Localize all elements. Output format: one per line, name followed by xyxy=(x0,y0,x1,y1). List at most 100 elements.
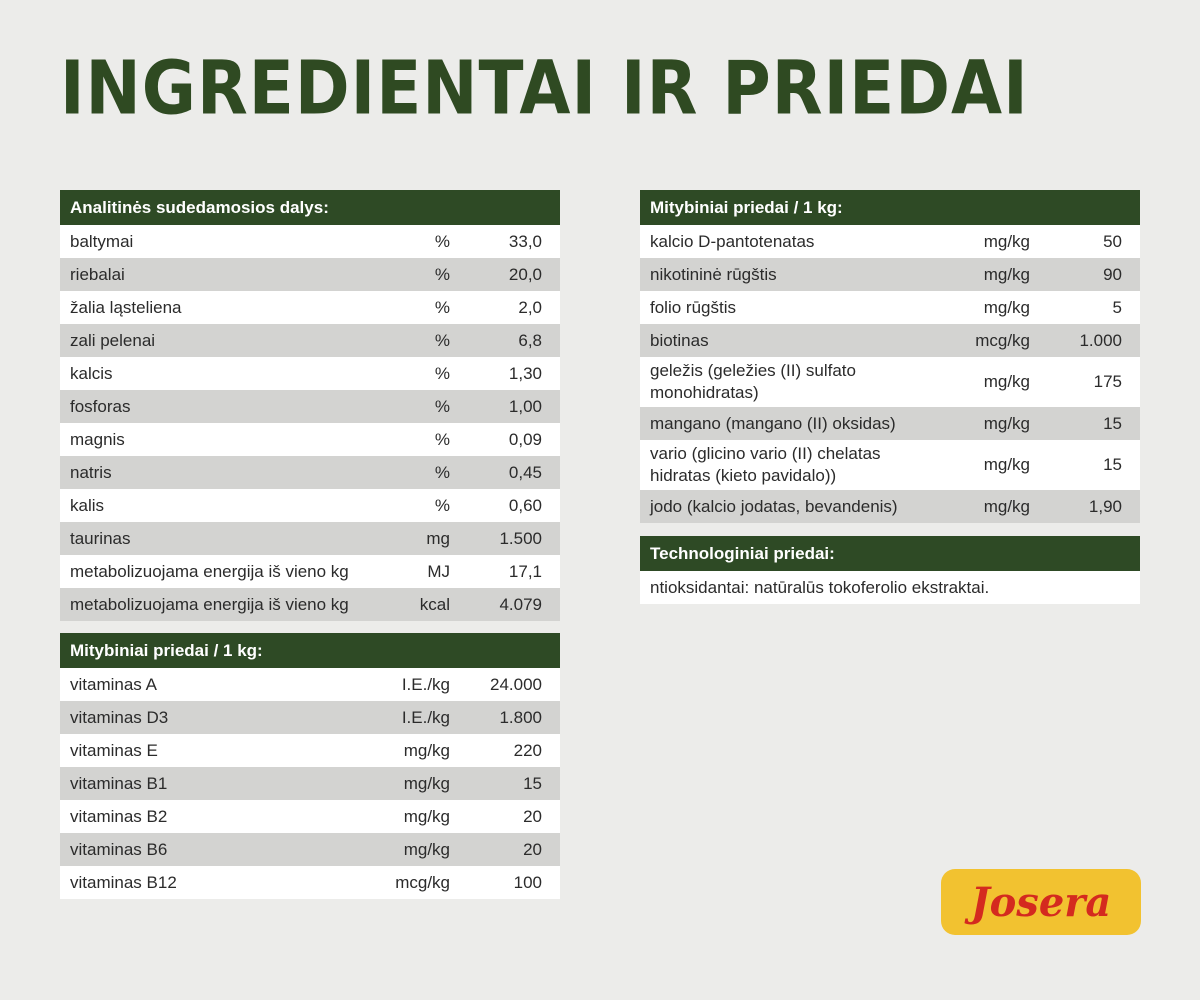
row-name: kalcis xyxy=(70,363,113,383)
row-name: jodo (kalcio jodatas, bevandenis) xyxy=(650,496,898,516)
row-name: geležis (geležies (II) sulfato monohidra… xyxy=(650,361,856,402)
vitamins-rows: vitaminas A I.E./kg 24.000 vitaminas D3 I.E.… xyxy=(60,668,560,899)
row-value: 90 xyxy=(1103,264,1122,284)
technological-table: Technologiniai priedai: ntioksidantai: n… xyxy=(640,536,1140,604)
table-row: vitaminas A I.E./kg 24.000 xyxy=(60,668,560,701)
row-name: vitaminas B6 xyxy=(70,839,168,859)
row-value: 2,0 xyxy=(518,297,542,317)
page-title: INGREDIENTAI IR PRIEDAI xyxy=(60,45,1029,132)
table-row: vitaminas D3 I.E./kg 1.800 xyxy=(60,701,560,734)
row-name: fosforas xyxy=(70,396,131,416)
table-row: jodo (kalcio jodatas, bevandenis) mg/kg 1,… xyxy=(640,490,1140,523)
row-unit: mg/kg xyxy=(983,231,1030,251)
row-value: 6,8 xyxy=(518,330,542,350)
row-unit: % xyxy=(434,429,450,449)
row-value: 4.079 xyxy=(499,594,542,614)
row-name: nikotininė rūgštis xyxy=(650,264,777,284)
row-unit: mg/kg xyxy=(403,806,450,826)
row-value: 15 xyxy=(1103,455,1122,474)
row-name: metabolizuojama energija iš vieno kg xyxy=(70,561,349,581)
row-unit: % xyxy=(434,495,450,515)
table-row: metabolizuojama energija iš vieno kg kcal… xyxy=(60,588,560,621)
row-name: baltymai xyxy=(70,231,134,251)
table-row: fosforas% 1,00 xyxy=(60,390,560,423)
table-row: taurinas mg 1.500 xyxy=(60,522,560,555)
row-name: vitaminas D3 xyxy=(70,707,169,727)
row-value: 20,0 xyxy=(508,264,542,284)
row-unit: mg/kg xyxy=(403,773,450,793)
additives-heading: Mitybiniai priedai / 1 kg: xyxy=(640,190,1140,225)
row-unit: I.E./kg xyxy=(401,707,450,727)
row-name: folio rūgštis xyxy=(650,297,736,317)
analytic-heading: Analitinės sudedamosios dalys: xyxy=(60,190,560,225)
table-row: kalcio D-pantotenatas mg/kg 50 xyxy=(640,225,1140,258)
row-value: 100 xyxy=(513,872,542,892)
row-value: 1,30 xyxy=(508,363,542,383)
row-value: 50 xyxy=(1103,231,1122,251)
table-row: metabolizuojama energija iš vieno kg MJ 17… xyxy=(60,555,560,588)
row-value: 15 xyxy=(1103,413,1122,433)
table-row: zali pelenai% 6,8 xyxy=(60,324,560,357)
technological-text-content: ntioksidantai: natūralūs tokoferolio eks… xyxy=(650,578,990,597)
analytic-rows: baltymai% 33,0 riebalai% 20,0 žalia ląstelie… xyxy=(60,225,560,621)
row-unit: % xyxy=(434,264,450,284)
table-row: vitaminas B12 mcg/kg 100 xyxy=(60,866,560,899)
row-value: 0,60 xyxy=(508,495,542,515)
row-unit: mg/kg xyxy=(983,264,1030,284)
row-unit: % xyxy=(434,231,450,251)
row-name: natris xyxy=(70,462,112,482)
row-value: 20 xyxy=(523,839,542,859)
row-unit: mg/kg xyxy=(983,297,1030,317)
table-row: natris% 0,45 xyxy=(60,456,560,489)
row-name: taurinas xyxy=(70,528,131,548)
row-name: magnis xyxy=(70,429,125,449)
row-unit: mg xyxy=(426,528,450,548)
row-value: 24.000 xyxy=(490,674,542,694)
row-name: kalis xyxy=(70,495,105,515)
table-row: žalia ląsteliena% 2,0 xyxy=(60,291,560,324)
row-unit: MJ xyxy=(427,561,450,581)
row-unit: mg/kg xyxy=(983,496,1030,516)
row-value: 0,45 xyxy=(508,462,542,482)
row-name: riebalai xyxy=(70,264,125,284)
row-value: 0,09 xyxy=(508,429,542,449)
additives-table: Mitybiniai priedai / 1 kg: kalcio D-pant… xyxy=(640,190,1140,523)
table-row: vitaminas B2 mg/kg 20 xyxy=(60,800,560,833)
table-row: kalcis% 1,30 xyxy=(60,357,560,390)
row-name: vitaminas B2 xyxy=(70,806,168,826)
vitamins-heading: Mitybiniai priedai / 1 kg: xyxy=(60,633,560,668)
logo-text: Josera xyxy=(970,878,1112,926)
technological-text: ntioksidantai: natūralūs tokoferolio eks… xyxy=(640,571,1140,604)
josera-logo: Josera xyxy=(941,869,1141,935)
table-row: vitaminas E mg/kg 220 xyxy=(60,734,560,767)
analytic-table: Analitinės sudedamosios dalys: baltymai%… xyxy=(60,190,560,621)
row-unit: % xyxy=(434,363,450,383)
row-unit: % xyxy=(434,330,450,350)
table-row: vitaminas B1 mg/kg 15 xyxy=(60,767,560,800)
row-name: vario (glicino vario (II) chelatas hidra… xyxy=(650,444,881,485)
additives-rows: kalcio D-pantotenatas mg/kg 50 nikotininė r… xyxy=(640,225,1140,523)
row-name: vitaminas A xyxy=(70,674,157,694)
row-name: metabolizuojama energija iš vieno kg xyxy=(70,594,349,614)
row-name: vitaminas B12 xyxy=(70,872,177,892)
row-value: 1.000 xyxy=(1079,330,1122,350)
table-row: nikotininė rūgštis mg/kg 90 xyxy=(640,258,1140,291)
row-name: kalcio D-pantotenatas xyxy=(650,231,815,251)
row-unit: % xyxy=(434,462,450,482)
row-value: 20 xyxy=(523,806,542,826)
row-name: mangano (mangano (II) oksidas) xyxy=(650,413,896,433)
table-row: mangano (mangano (II) oksidas) mg/kg 15 xyxy=(640,407,1140,440)
table-row: folio rūgštis mg/kg 5 xyxy=(640,291,1140,324)
row-value: 33,0 xyxy=(508,231,542,251)
vitamins-table: Mitybiniai priedai / 1 kg: vitaminas A I.… xyxy=(60,633,560,899)
row-value: 1.800 xyxy=(499,707,542,727)
table-row: baltymai% 33,0 xyxy=(60,225,560,258)
row-value: 5 xyxy=(1112,297,1122,317)
row-name: biotinas xyxy=(650,330,709,350)
table-row: riebalai% 20,0 xyxy=(60,258,560,291)
table-row: magnis% 0,09 xyxy=(60,423,560,456)
row-unit: mg/kg xyxy=(983,413,1030,433)
row-unit: kcal xyxy=(419,594,450,614)
table-row: geležis (geležies (II) sulfato monohidra… xyxy=(640,357,1140,407)
row-value: 1,90 xyxy=(1088,496,1122,516)
